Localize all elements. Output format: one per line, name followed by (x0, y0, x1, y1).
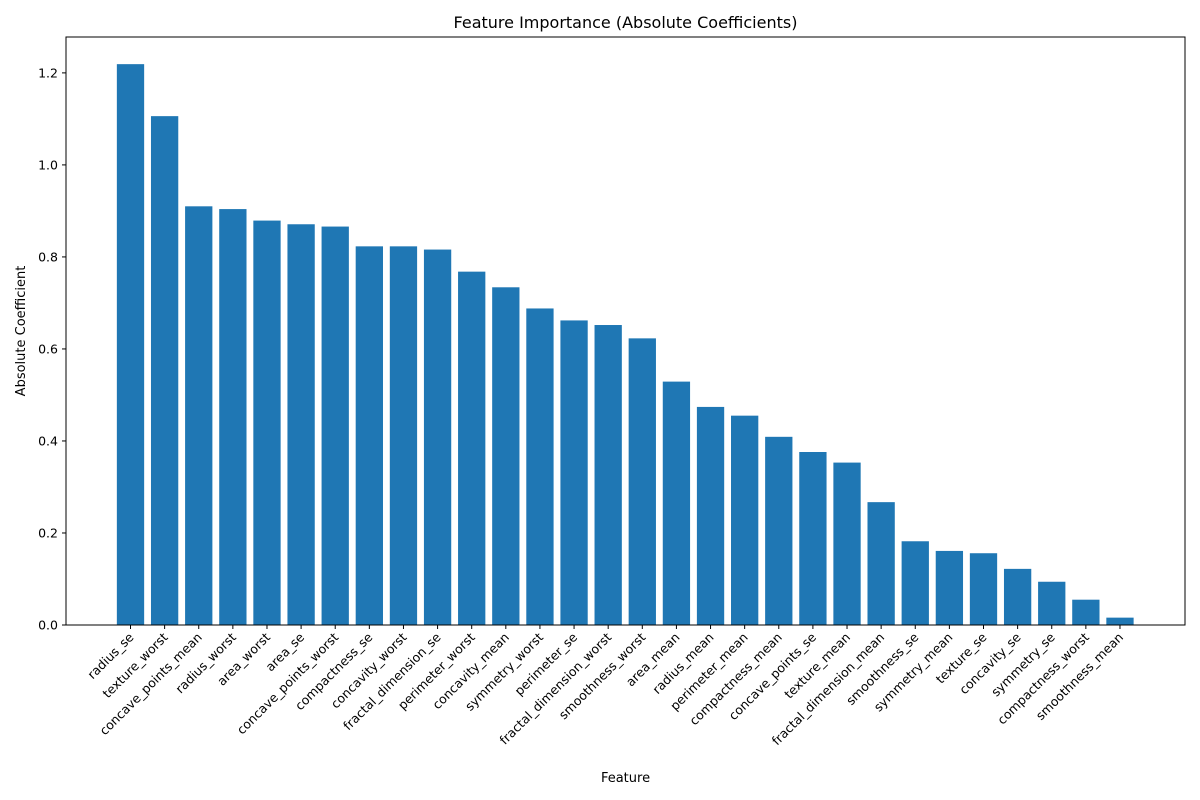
bar-fractal-dimension-worst (594, 325, 622, 625)
bar-concave-points-se (799, 452, 827, 625)
y-tick-label: 0.4 (38, 433, 58, 448)
bar-compactness-mean (765, 436, 793, 625)
bar-fractal-dimension-mean (867, 502, 895, 625)
bar-perimeter-se (560, 320, 588, 625)
bar-perimeter-worst (458, 271, 486, 625)
y-tick-label: 1.0 (38, 157, 58, 172)
y-tick-label: 1.2 (38, 65, 58, 80)
bars-group (116, 64, 1134, 625)
y-axis: 0.0 0.2 0.4 0.6 0.8 1.0 1.2 (38, 65, 66, 633)
bar-compactness-worst (1072, 599, 1100, 625)
plot-frame (65, 36, 1186, 626)
bar-area-se (287, 224, 315, 625)
y-axis-label: Absolute Coefficient (14, 266, 29, 397)
bar-concavity-mean (492, 287, 520, 625)
bar-symmetry-worst (526, 308, 554, 625)
y-tick-label: 0.6 (38, 341, 58, 356)
bar-area-mean (662, 381, 691, 625)
bar-radius-mean (696, 406, 725, 625)
bar-radius-worst (219, 209, 247, 625)
bar-texture-worst (150, 116, 179, 625)
bar-smoothness-worst (628, 338, 656, 625)
bar-concavity-worst (389, 246, 418, 625)
bar-concavity-se (1003, 568, 1032, 625)
bar-perimeter-mean (731, 415, 759, 625)
bar-texture-mean (833, 462, 861, 625)
bar-symmetry-se (1038, 581, 1066, 625)
y-tick-label: 0.2 (38, 525, 58, 540)
bar-smoothness-mean (1106, 617, 1134, 625)
bar-concave-points-worst (321, 226, 349, 625)
y-tick-label: 0.0 (38, 618, 58, 633)
bar-concave-points-mean (185, 206, 213, 625)
x-axis: radius_setexture_worstconcave_points_mea… (84, 625, 1126, 748)
y-tick-label: 0.8 (38, 249, 58, 264)
bar-fractal-dimension-se (423, 249, 452, 625)
x-axis-label: Feature (601, 771, 650, 786)
bar-symmetry-mean (935, 550, 964, 625)
bar-radius-se (116, 64, 145, 625)
bar-smoothness-se (901, 541, 929, 625)
bar-compactness-se (355, 246, 383, 625)
bar-area-worst (253, 220, 281, 625)
bar-texture-se (969, 553, 998, 625)
chart-title: Feature Importance (Absolute Coefficient… (454, 13, 798, 32)
